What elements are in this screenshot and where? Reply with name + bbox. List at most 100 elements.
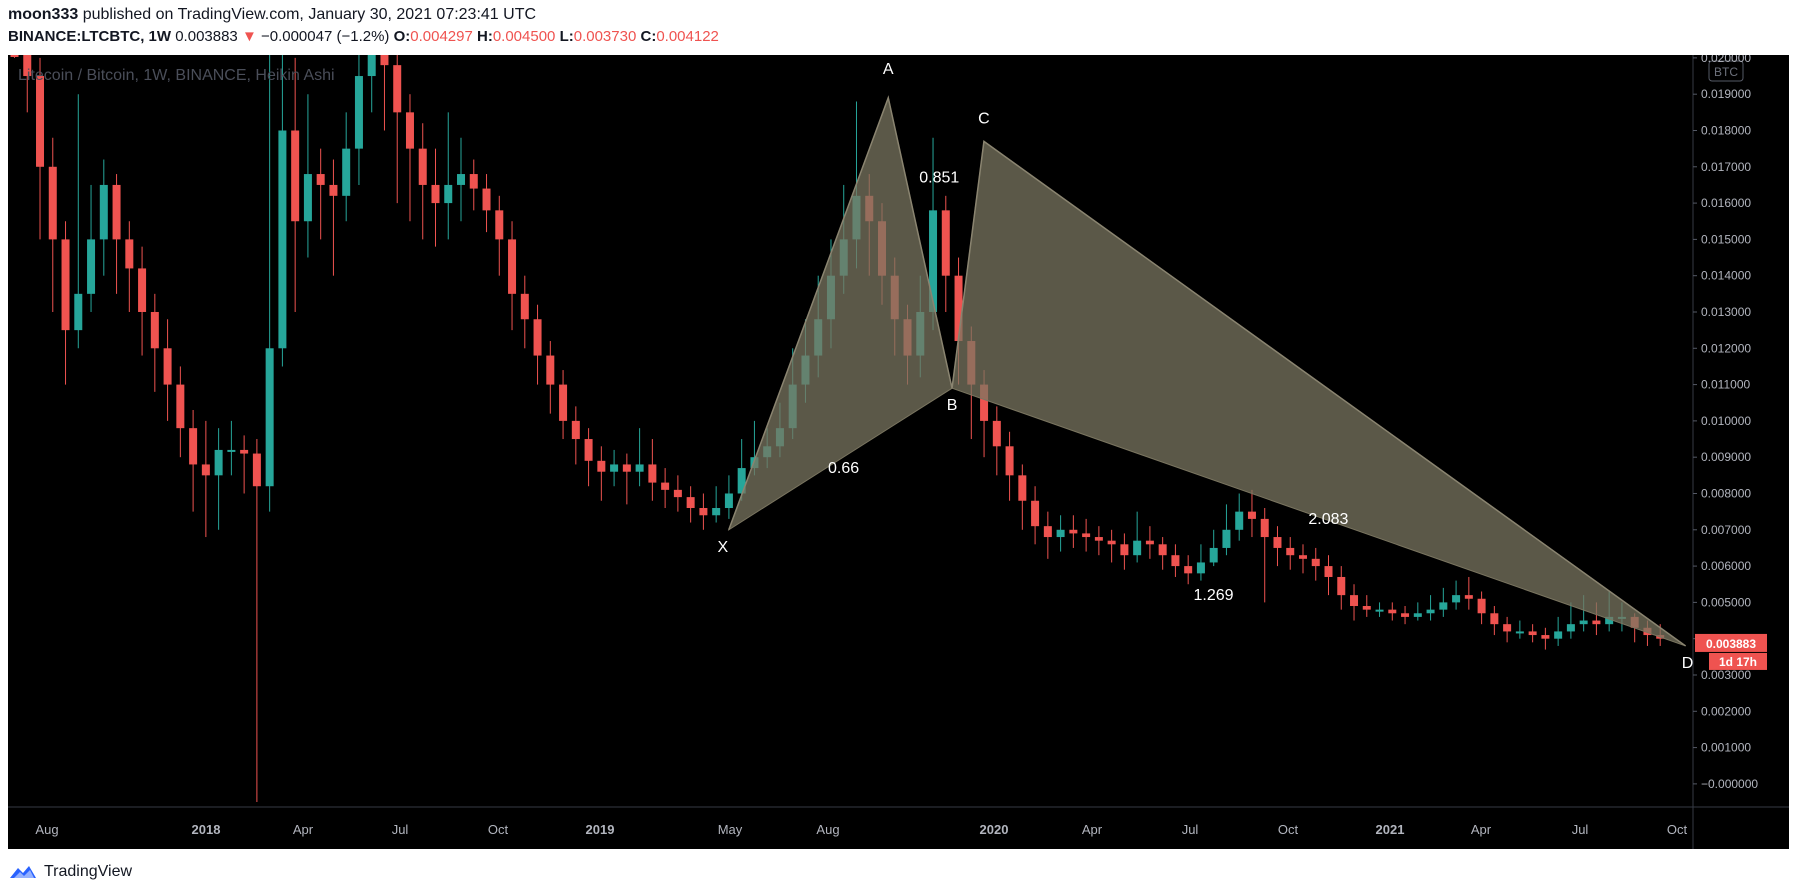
candle-body xyxy=(405,112,414,149)
candle-body xyxy=(1005,446,1014,476)
author-name[interactable]: moon333 xyxy=(8,6,79,23)
candle-body xyxy=(342,148,351,196)
close-value: 0.004122 xyxy=(656,28,719,45)
footer-brand[interactable]: TradingView xyxy=(44,863,133,880)
candle-body xyxy=(929,210,938,312)
pattern-ratio-label: 1.269 xyxy=(1194,587,1234,604)
candle-body xyxy=(201,464,210,476)
price-tick-label: 0.020000 xyxy=(1701,55,1751,65)
candle-body xyxy=(1426,609,1435,614)
candle-body xyxy=(1477,598,1486,614)
price-tick-label: 0.012000 xyxy=(1701,341,1751,355)
candle-body xyxy=(584,439,593,461)
candle-body xyxy=(724,493,733,509)
candle-body xyxy=(1273,537,1282,548)
candle-body xyxy=(329,184,338,196)
price-tick-label: 0.018000 xyxy=(1701,123,1751,137)
candle-body xyxy=(559,384,568,421)
candle-body xyxy=(1605,616,1614,625)
candle-body xyxy=(1439,602,1448,610)
currency-badge-frame[interactable] xyxy=(1708,60,1744,82)
price-tick-label: 0.002000 xyxy=(1701,704,1751,718)
candle-body xyxy=(1158,544,1167,556)
candle-body xyxy=(1528,631,1537,636)
pattern-ratio-label: 0.851 xyxy=(919,170,959,187)
candle-body xyxy=(1260,518,1269,538)
price-tick-label: 0.006000 xyxy=(1701,559,1751,573)
time-tick-label: 2019 xyxy=(586,822,615,837)
price-tick-label: 0.008000 xyxy=(1701,486,1751,500)
pattern-ratio-label: 2.083 xyxy=(1308,511,1348,528)
time-tick-label: Apr xyxy=(1471,822,1492,837)
candle-body xyxy=(954,275,963,342)
candle-body xyxy=(278,130,287,349)
candle-body xyxy=(10,55,19,57)
candle-body xyxy=(431,184,440,204)
down-arrow-icon: ▼ xyxy=(241,28,257,45)
price-change: −0.000047 (−1.2%) xyxy=(256,28,394,45)
candle-body xyxy=(303,174,312,222)
candle-body xyxy=(393,65,402,113)
candle-body xyxy=(252,453,261,487)
candle-body xyxy=(240,449,249,454)
price-tick-label: 0.003000 xyxy=(1701,668,1751,682)
candle-body xyxy=(571,420,580,440)
price-tick-label: 0.005000 xyxy=(1701,595,1751,609)
candle-body xyxy=(189,428,198,465)
candle-body xyxy=(648,464,657,483)
price-chart[interactable]: X A B C D 0.851 0.66 2.083 1.269 Litecoin / Bitco… xyxy=(8,55,1789,849)
time-tick-label: Jul xyxy=(1182,822,1199,837)
last-price-tag[interactable] xyxy=(1695,633,1767,652)
candle-body xyxy=(418,148,427,185)
candle-body xyxy=(1082,533,1091,538)
candle-body xyxy=(380,55,389,66)
candle-body xyxy=(546,355,555,385)
candle-body xyxy=(686,497,695,509)
candle-body xyxy=(1298,555,1307,559)
candle-body xyxy=(36,76,45,167)
time-tick-label: Oct xyxy=(488,822,509,837)
candle-body xyxy=(737,468,746,494)
candle-body xyxy=(1056,529,1065,538)
price-tick-label: 0.009000 xyxy=(1701,450,1751,464)
candle-body xyxy=(1464,595,1473,599)
candle-body xyxy=(520,293,529,320)
pattern-point-x: X xyxy=(717,539,728,556)
candle-body xyxy=(482,188,491,211)
pattern-path[interactable] xyxy=(728,95,1687,647)
candle-body xyxy=(74,293,83,331)
candle-body xyxy=(1579,620,1588,625)
low-label: L: xyxy=(555,28,574,45)
chart-header: moon333 published on TradingView.com, Ja… xyxy=(8,4,1788,50)
candle-body xyxy=(214,449,223,476)
candle-body xyxy=(354,76,363,149)
candle-body xyxy=(992,420,1001,447)
candle-body xyxy=(635,464,644,472)
candle-body xyxy=(1324,566,1333,577)
candle-body xyxy=(1362,606,1371,610)
candle-body xyxy=(1452,595,1461,603)
candle-body xyxy=(1196,562,1205,574)
last-price-tag-label: 0.003883 xyxy=(1706,637,1756,651)
high-label: H: xyxy=(472,28,493,45)
candle-body xyxy=(699,508,708,516)
time-tick-label: Aug xyxy=(35,822,58,837)
candle-body xyxy=(1043,526,1052,538)
candle-body xyxy=(1490,613,1499,625)
time-tick-label: May xyxy=(718,822,743,837)
candle-body xyxy=(1184,566,1193,574)
symbol-label: BINANCE:LTCBTC, 1W xyxy=(8,28,172,45)
chart-panel[interactable]: X A B C D 0.851 0.66 2.083 1.269 Litecoin / Bitco… xyxy=(8,55,1789,849)
candle-body xyxy=(622,464,631,472)
candle-body xyxy=(316,174,325,185)
open-value: 0.004297 xyxy=(410,28,473,45)
price-tick-label: 0.007000 xyxy=(1701,523,1751,537)
candle-body xyxy=(1286,547,1295,556)
candle-body xyxy=(1235,511,1244,530)
open-label: O: xyxy=(393,28,411,45)
time-tick-label: Oct xyxy=(1278,822,1299,837)
pattern-point-d: D xyxy=(1682,655,1694,672)
price-tick-label: 0.011000 xyxy=(1701,378,1750,392)
pattern-ratio-label: 0.66 xyxy=(828,460,859,477)
candle-body xyxy=(980,384,989,421)
